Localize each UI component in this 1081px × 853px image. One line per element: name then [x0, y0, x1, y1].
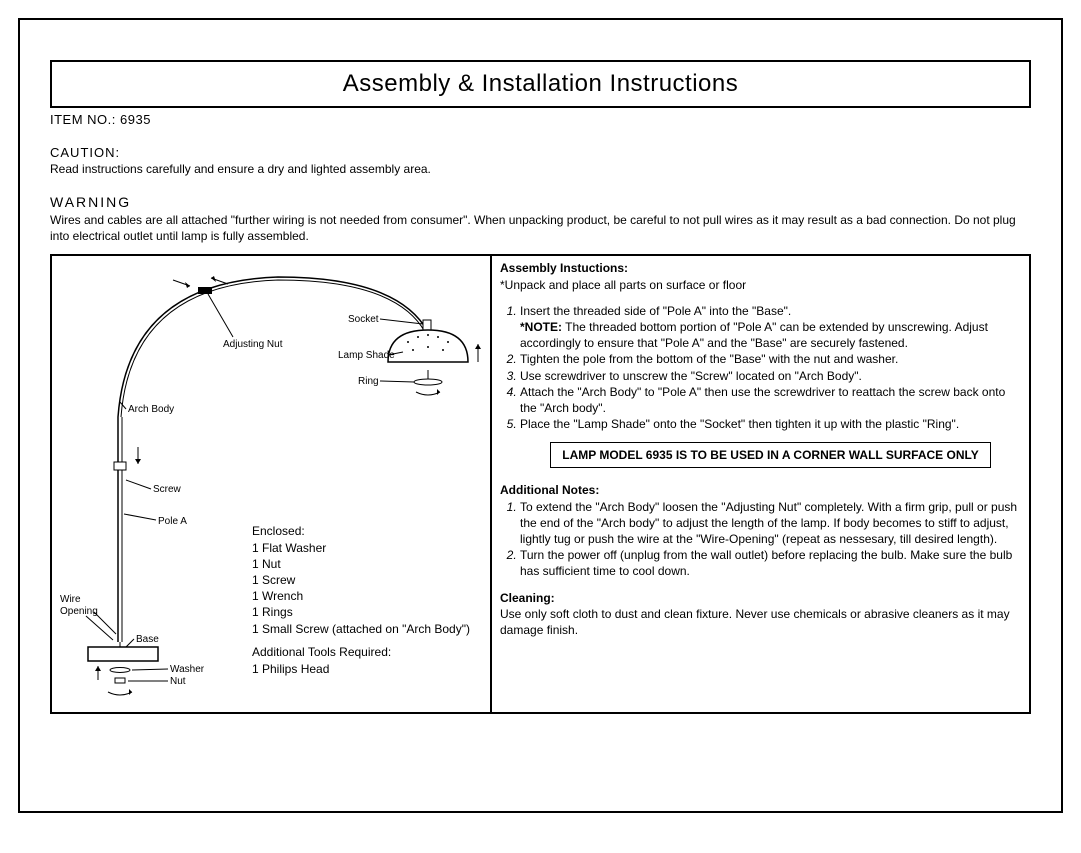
label-nut: Nut	[170, 676, 186, 687]
cleaning-text: Use only soft cloth to dust and clean fi…	[500, 606, 1021, 638]
enclosed-item: 1 Small Screw (attached on "Arch Body")	[252, 621, 470, 637]
caution-text: Read instructions carefully and ensure a…	[50, 162, 1031, 176]
notes-heading: Additional Notes:	[500, 482, 1021, 498]
caution-label: CAUTION:	[50, 145, 1031, 160]
assembly-heading: Assembly Instuctions:	[500, 260, 1021, 276]
label-ring: Ring	[358, 376, 379, 387]
tools-item: 1 Philips Head	[252, 661, 391, 677]
assembly-steps: Insert the threaded side of "Pole A" int…	[500, 303, 1021, 433]
enclosed-item: 1 Nut	[252, 556, 470, 572]
label-arch-body: Arch Body	[128, 404, 174, 415]
enclosed-item: 1 Screw	[252, 572, 470, 588]
warning-text: Wires and cables are all attached "furth…	[50, 212, 1031, 244]
cleaning-heading: Cleaning:	[500, 590, 1021, 606]
enclosed-list: Enclosed: 1 Flat Washer 1 Nut 1 Screw 1 …	[252, 523, 470, 636]
tools-list: Additional Tools Required: 1 Philips Hea…	[252, 644, 391, 676]
content-box: Socket Lamp Shade Ring Adjusting Nut Arc…	[50, 254, 1031, 714]
title-box: Assembly & Installation Instructions	[50, 60, 1031, 108]
enclosed-item: 1 Flat Washer	[252, 540, 470, 556]
label-adjusting-nut: Adjusting Nut	[223, 339, 283, 350]
label-wire-opening-1: Wire	[60, 594, 81, 605]
label-base: Base	[136, 634, 159, 645]
warning-label: WARNING	[50, 194, 1031, 210]
label-lamp-shade: Lamp Shade	[338, 350, 395, 361]
label-screw: Screw	[153, 484, 182, 495]
assembly-step: Attach the "Arch Body" to "Pole A" then …	[520, 384, 1021, 416]
enclosed-item: 1 Wrench	[252, 588, 470, 604]
assembly-step: Use screwdriver to unscrew the "Screw" l…	[520, 368, 1021, 384]
enclosed-item: 1 Rings	[252, 604, 470, 620]
assembly-step: Tighten the pole from the bottom of the …	[520, 351, 1021, 367]
item-number: ITEM NO.: 6935	[50, 112, 1031, 127]
assembly-preamble: *Unpack and place all parts on surface o…	[500, 277, 1021, 293]
page-title: Assembly & Installation Instructions	[60, 70, 1021, 98]
assembly-step: Place the "Lamp Shade" onto the "Socket"…	[520, 416, 1021, 432]
label-washer: Washer	[170, 664, 205, 675]
model-notice-box: LAMP MODEL 6935 IS TO BE USED IN A CORNE…	[550, 442, 991, 468]
label-socket: Socket	[348, 314, 379, 325]
instructions-panel: Assembly Instuctions: *Unpack and place …	[492, 256, 1029, 712]
enclosed-heading: Enclosed:	[252, 523, 470, 539]
additional-notes: To extend the "Arch Body" loosen the "Ad…	[500, 499, 1021, 580]
diagram-panel: Socket Lamp Shade Ring Adjusting Nut Arc…	[52, 256, 492, 712]
label-pole-a: Pole A	[158, 516, 187, 527]
label-wire-opening-2: Opening	[60, 606, 98, 617]
tools-heading: Additional Tools Required:	[252, 644, 391, 660]
page-frame: Assembly & Installation Instructions ITE…	[18, 18, 1063, 813]
note-item: Turn the power off (unplug from the wall…	[520, 547, 1021, 579]
note-item: To extend the "Arch Body" loosen the "Ad…	[520, 499, 1021, 548]
assembly-step: Insert the threaded side of "Pole A" int…	[520, 303, 1021, 352]
